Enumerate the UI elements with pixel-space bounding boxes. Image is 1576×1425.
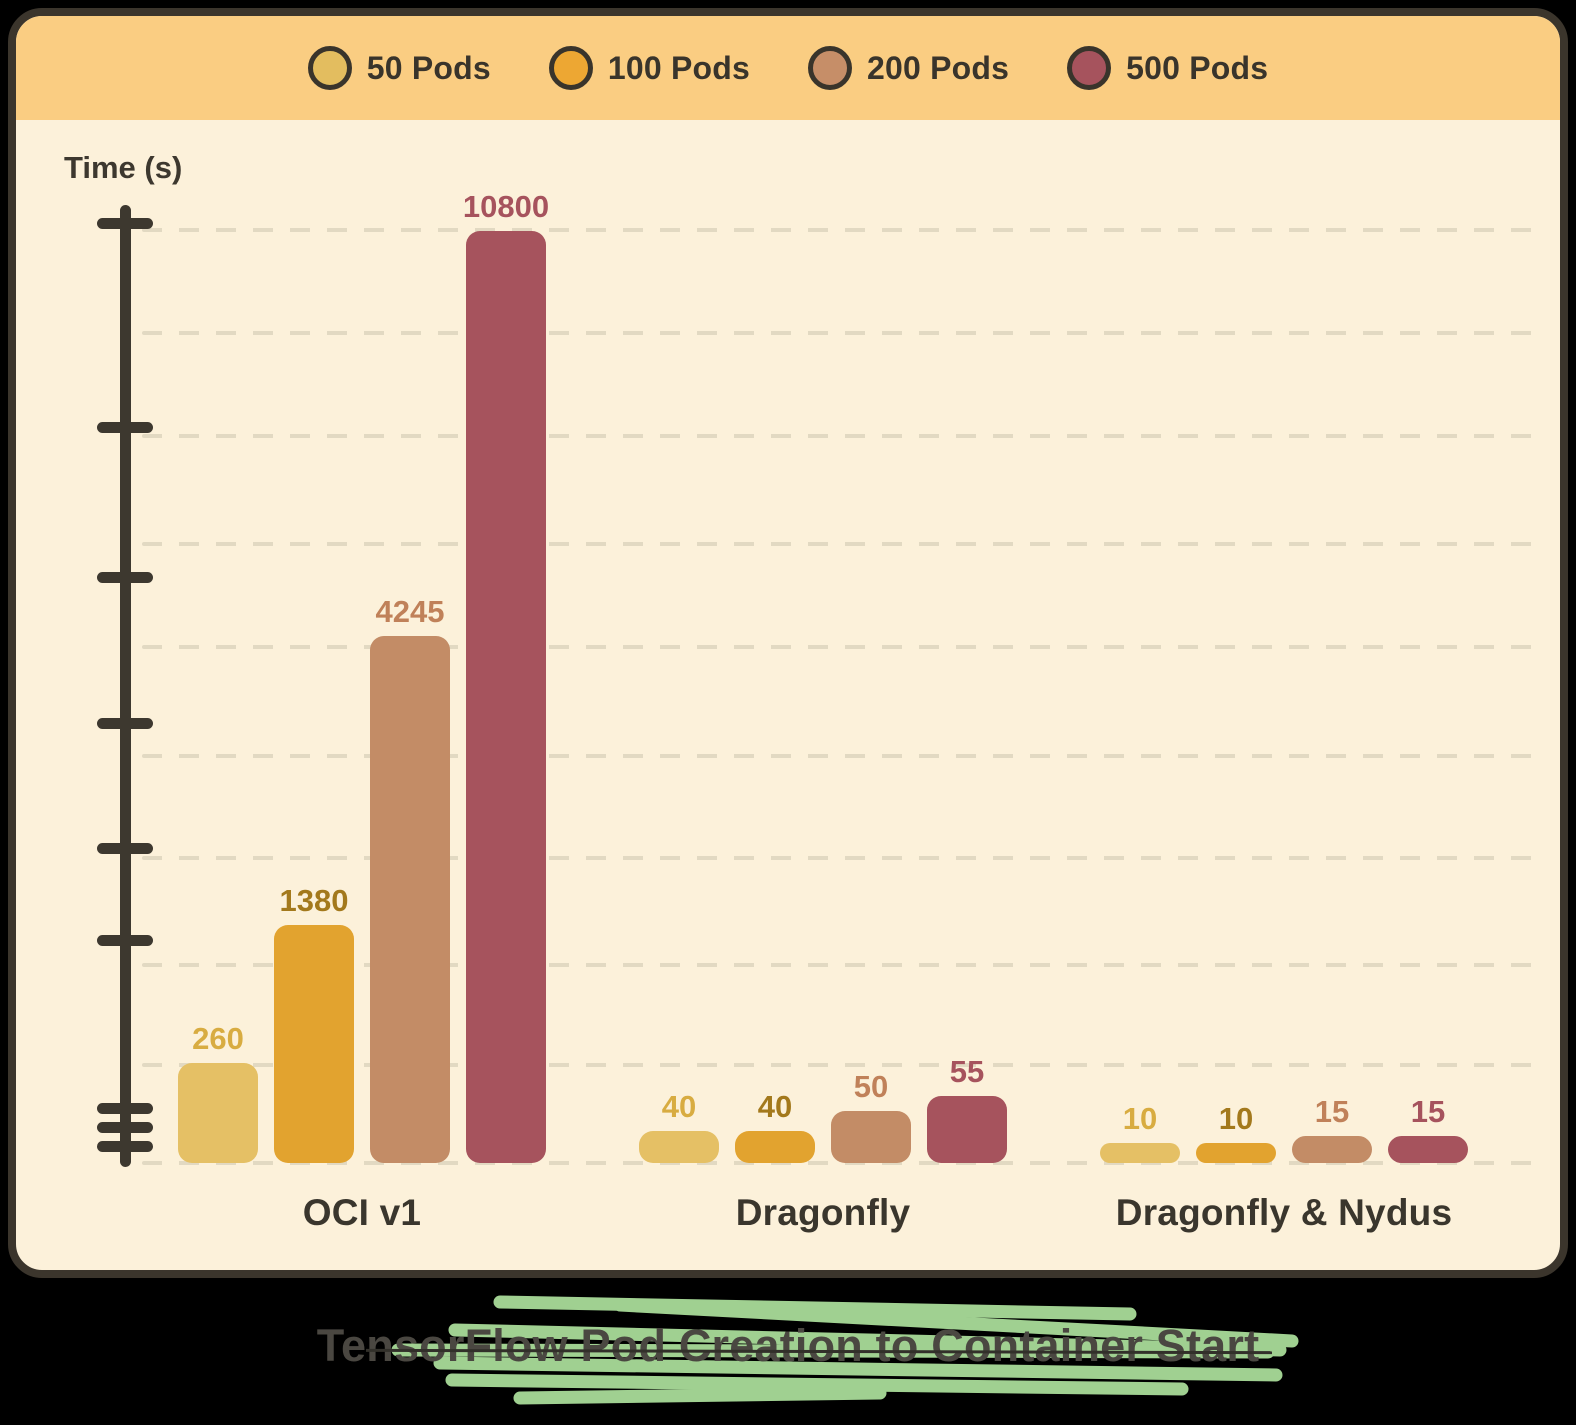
y-axis-tick xyxy=(97,572,153,583)
bar-value: 260 xyxy=(192,1021,244,1056)
gridline xyxy=(142,963,1545,967)
legend-label: 50 Pods xyxy=(366,49,491,86)
bar-oci-100pods: 1380 xyxy=(274,885,354,1163)
bar-oci-200pods: 4245 xyxy=(370,596,450,1163)
gridline xyxy=(142,228,1545,232)
bar-value: 55 xyxy=(949,1054,985,1089)
bar-dragonfly-100pods: 40 xyxy=(735,1091,815,1163)
legend-label: 100 Pods xyxy=(607,49,750,86)
bar-oci-500pods: 10800 xyxy=(462,189,550,1163)
gridline xyxy=(142,331,1545,335)
bar-value: 1380 xyxy=(279,883,349,918)
legend: 50 Pods 100 Pods 200 Pods 500 Pods xyxy=(16,16,1560,120)
legend-item-200-pods: 200 Pods xyxy=(808,46,1009,90)
bar xyxy=(927,1096,1007,1163)
bar xyxy=(1292,1136,1372,1163)
bar xyxy=(1196,1143,1276,1163)
gridline xyxy=(142,754,1545,758)
legend-label: 200 Pods xyxy=(867,49,1010,86)
bar-group-dragonfly: 40 40 50 55 xyxy=(639,1056,1007,1163)
bar-value: 10 xyxy=(1122,1101,1158,1136)
bar-nydus-500pods: 15 xyxy=(1388,1096,1468,1163)
legend-swatch-500-pods xyxy=(1067,46,1112,90)
bar-nydus-200pods: 15 xyxy=(1292,1096,1372,1163)
bar-value: 10800 xyxy=(462,189,550,224)
title-band: TensorFlow Pod Creation to Container Sta… xyxy=(0,1286,1576,1425)
bar xyxy=(639,1131,719,1163)
y-axis-line xyxy=(120,205,131,1167)
y-axis-tick xyxy=(97,935,153,946)
bar-value: 15 xyxy=(1410,1094,1446,1129)
bar xyxy=(1388,1136,1468,1163)
legend-swatch-50-pods xyxy=(307,46,352,90)
chart-title: TensorFlow Pod Creation to Container Sta… xyxy=(316,1320,1260,1371)
gridline xyxy=(142,1161,1545,1165)
legend-item-50-pods: 50 Pods xyxy=(307,46,491,90)
legend-swatch-200-pods xyxy=(808,46,852,90)
y-axis-label: Time (s) xyxy=(64,150,183,185)
bar-nydus-50pods: 10 xyxy=(1100,1103,1180,1163)
bar xyxy=(274,925,354,1163)
y-axis-tick xyxy=(97,843,153,854)
bar-nydus-100pods: 10 xyxy=(1196,1103,1276,1163)
gridline xyxy=(142,856,1545,860)
category-label-dragonfly: Dragonfly xyxy=(735,1192,911,1233)
bar-value: 40 xyxy=(661,1089,697,1124)
bar xyxy=(178,1063,258,1163)
bar-value: 4245 xyxy=(375,594,445,629)
gridline xyxy=(142,645,1545,649)
bar-dragonfly-500pods: 55 xyxy=(927,1056,1007,1163)
bar-value: 10 xyxy=(1218,1101,1254,1136)
bar-oci-50pods: 260 xyxy=(178,1023,258,1163)
bar xyxy=(1100,1143,1180,1163)
bar xyxy=(735,1131,815,1163)
category-label-dragonfly-nydus: Dragonfly & Nydus xyxy=(1115,1192,1453,1233)
y-axis-break-tick xyxy=(97,1122,153,1133)
y-axis-tick xyxy=(97,422,153,433)
bar-value: 15 xyxy=(1314,1094,1350,1129)
y-axis-break-tick xyxy=(97,1141,153,1152)
legend-item-100-pods: 100 Pods xyxy=(548,46,750,90)
bar xyxy=(466,231,546,1163)
gridline xyxy=(142,542,1545,546)
legend-swatch-100-pods xyxy=(548,46,593,90)
legend-item-500-pods: 500 Pods xyxy=(1067,46,1268,90)
category-label-oci-v1: OCI v1 xyxy=(302,1192,422,1233)
chart-card: 50 Pods 100 Pods 200 Pods 500 Pods Time … xyxy=(8,8,1568,1278)
bar-dragonfly-200pods: 50 xyxy=(831,1071,911,1163)
bar xyxy=(831,1111,911,1163)
gridline xyxy=(142,1063,1545,1067)
gridline xyxy=(142,434,1545,438)
y-axis-break-tick xyxy=(97,1103,153,1114)
bar-dragonfly-50pods: 40 xyxy=(639,1091,719,1163)
y-axis-tick xyxy=(97,218,153,229)
y-axis-tick xyxy=(97,718,153,729)
bar xyxy=(370,636,450,1163)
legend-label: 500 Pods xyxy=(1126,49,1269,86)
bar-group-oci-v1: 260 1380 4245 10800 xyxy=(178,189,550,1163)
bar-value: 50 xyxy=(853,1069,889,1104)
bar-group-dragonfly-nydus: 10 10 15 15 xyxy=(1100,1096,1468,1163)
bar-value: 40 xyxy=(757,1089,793,1124)
